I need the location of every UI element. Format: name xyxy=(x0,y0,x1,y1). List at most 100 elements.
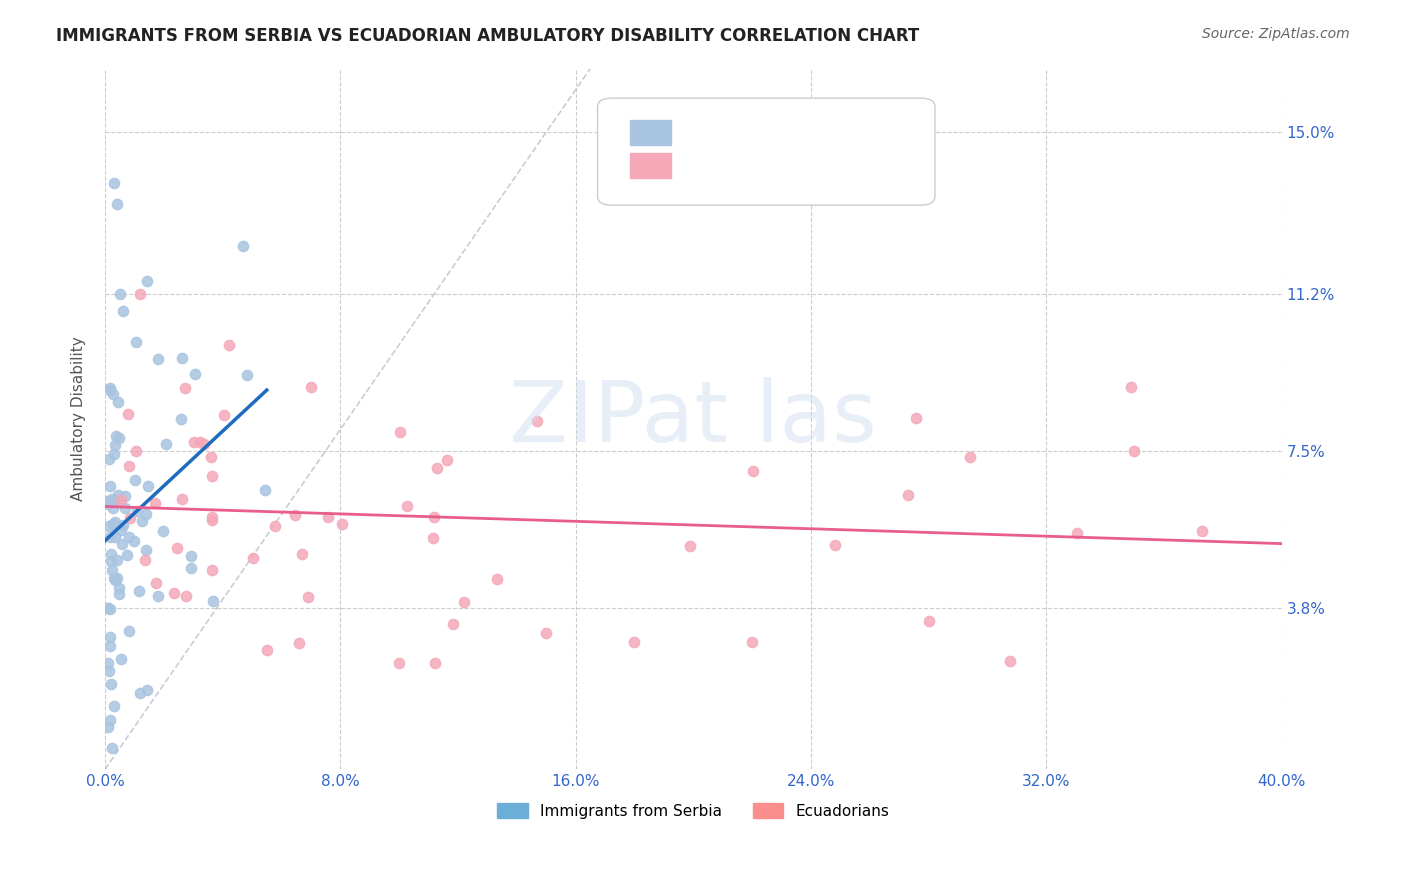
Point xyxy=(201,509,224,524)
Point xyxy=(97,518,120,533)
Point xyxy=(297,590,319,604)
Point xyxy=(135,543,157,558)
Point xyxy=(188,434,211,449)
Point xyxy=(105,429,128,443)
Point xyxy=(136,479,159,493)
Point xyxy=(134,553,156,567)
Point xyxy=(389,425,412,439)
Point xyxy=(97,494,120,508)
Point xyxy=(107,488,129,502)
Point xyxy=(201,593,224,607)
Point xyxy=(103,386,125,401)
Point xyxy=(256,643,278,657)
Point xyxy=(897,488,920,502)
Point xyxy=(128,583,150,598)
Point xyxy=(316,510,339,524)
Point xyxy=(623,635,645,649)
Point xyxy=(425,656,447,670)
Point xyxy=(824,538,846,552)
Point xyxy=(110,492,132,507)
Point xyxy=(101,492,124,507)
Point xyxy=(155,437,177,451)
Point xyxy=(486,572,509,586)
Point xyxy=(422,510,444,524)
Point xyxy=(242,550,264,565)
Point xyxy=(98,381,121,395)
Y-axis label: Ambulatory Disability: Ambulatory Disability xyxy=(72,336,86,501)
Point xyxy=(201,563,224,577)
Point xyxy=(534,626,557,640)
Point xyxy=(120,511,142,525)
Point xyxy=(1191,524,1213,538)
Point xyxy=(127,504,149,518)
Point xyxy=(100,554,122,568)
Point xyxy=(97,656,120,670)
Point xyxy=(100,677,122,691)
Legend: Immigrants from Serbia, Ecuadorians: Immigrants from Serbia, Ecuadorians xyxy=(491,797,896,825)
Point xyxy=(166,541,188,556)
Point xyxy=(100,547,122,561)
Point xyxy=(125,444,148,458)
Point xyxy=(184,367,207,381)
Point xyxy=(98,631,121,645)
Point xyxy=(218,337,240,351)
Point xyxy=(145,576,167,591)
Point xyxy=(959,450,981,465)
Text: R =  0.244   N = 80: R = 0.244 N = 80 xyxy=(675,125,824,139)
Point xyxy=(193,436,215,450)
Point xyxy=(114,501,136,516)
Point xyxy=(284,508,307,522)
Point xyxy=(135,274,157,288)
Point xyxy=(146,352,169,367)
Point xyxy=(111,537,134,551)
Point xyxy=(1123,443,1146,458)
Point xyxy=(436,453,458,467)
Point xyxy=(97,497,120,511)
Point xyxy=(107,553,129,567)
Point xyxy=(105,197,128,211)
Point xyxy=(97,451,120,466)
Point xyxy=(107,395,129,409)
Point xyxy=(395,500,418,514)
Point xyxy=(152,524,174,538)
Point xyxy=(124,474,146,488)
Point xyxy=(388,656,411,670)
Point xyxy=(122,533,145,548)
Point xyxy=(136,682,159,697)
Point xyxy=(118,624,141,638)
Point xyxy=(170,412,193,426)
Point xyxy=(1000,654,1022,668)
Point xyxy=(97,601,120,615)
Text: ZIPat las: ZIPat las xyxy=(509,377,877,460)
Point xyxy=(97,720,120,734)
Point xyxy=(1066,525,1088,540)
Point xyxy=(180,549,202,564)
Point xyxy=(129,286,152,301)
Point xyxy=(1119,380,1142,394)
Point xyxy=(117,407,139,421)
Point xyxy=(679,540,702,554)
Point xyxy=(146,590,169,604)
Point xyxy=(100,562,122,576)
Point xyxy=(98,479,121,493)
Point xyxy=(917,614,939,628)
Point xyxy=(108,587,131,601)
Point xyxy=(104,438,127,452)
Point xyxy=(98,602,121,616)
Point xyxy=(118,458,141,473)
Point xyxy=(426,461,449,475)
Point xyxy=(422,531,444,545)
Point xyxy=(110,523,132,537)
Point xyxy=(143,496,166,510)
Point xyxy=(263,519,285,533)
Point xyxy=(111,303,134,318)
Point xyxy=(453,595,475,609)
Point xyxy=(117,548,139,562)
Point xyxy=(200,450,222,465)
Point xyxy=(103,571,125,585)
Point xyxy=(108,431,131,445)
Point xyxy=(232,239,254,253)
Point xyxy=(118,530,141,544)
Point xyxy=(441,617,464,632)
Point xyxy=(101,500,124,515)
